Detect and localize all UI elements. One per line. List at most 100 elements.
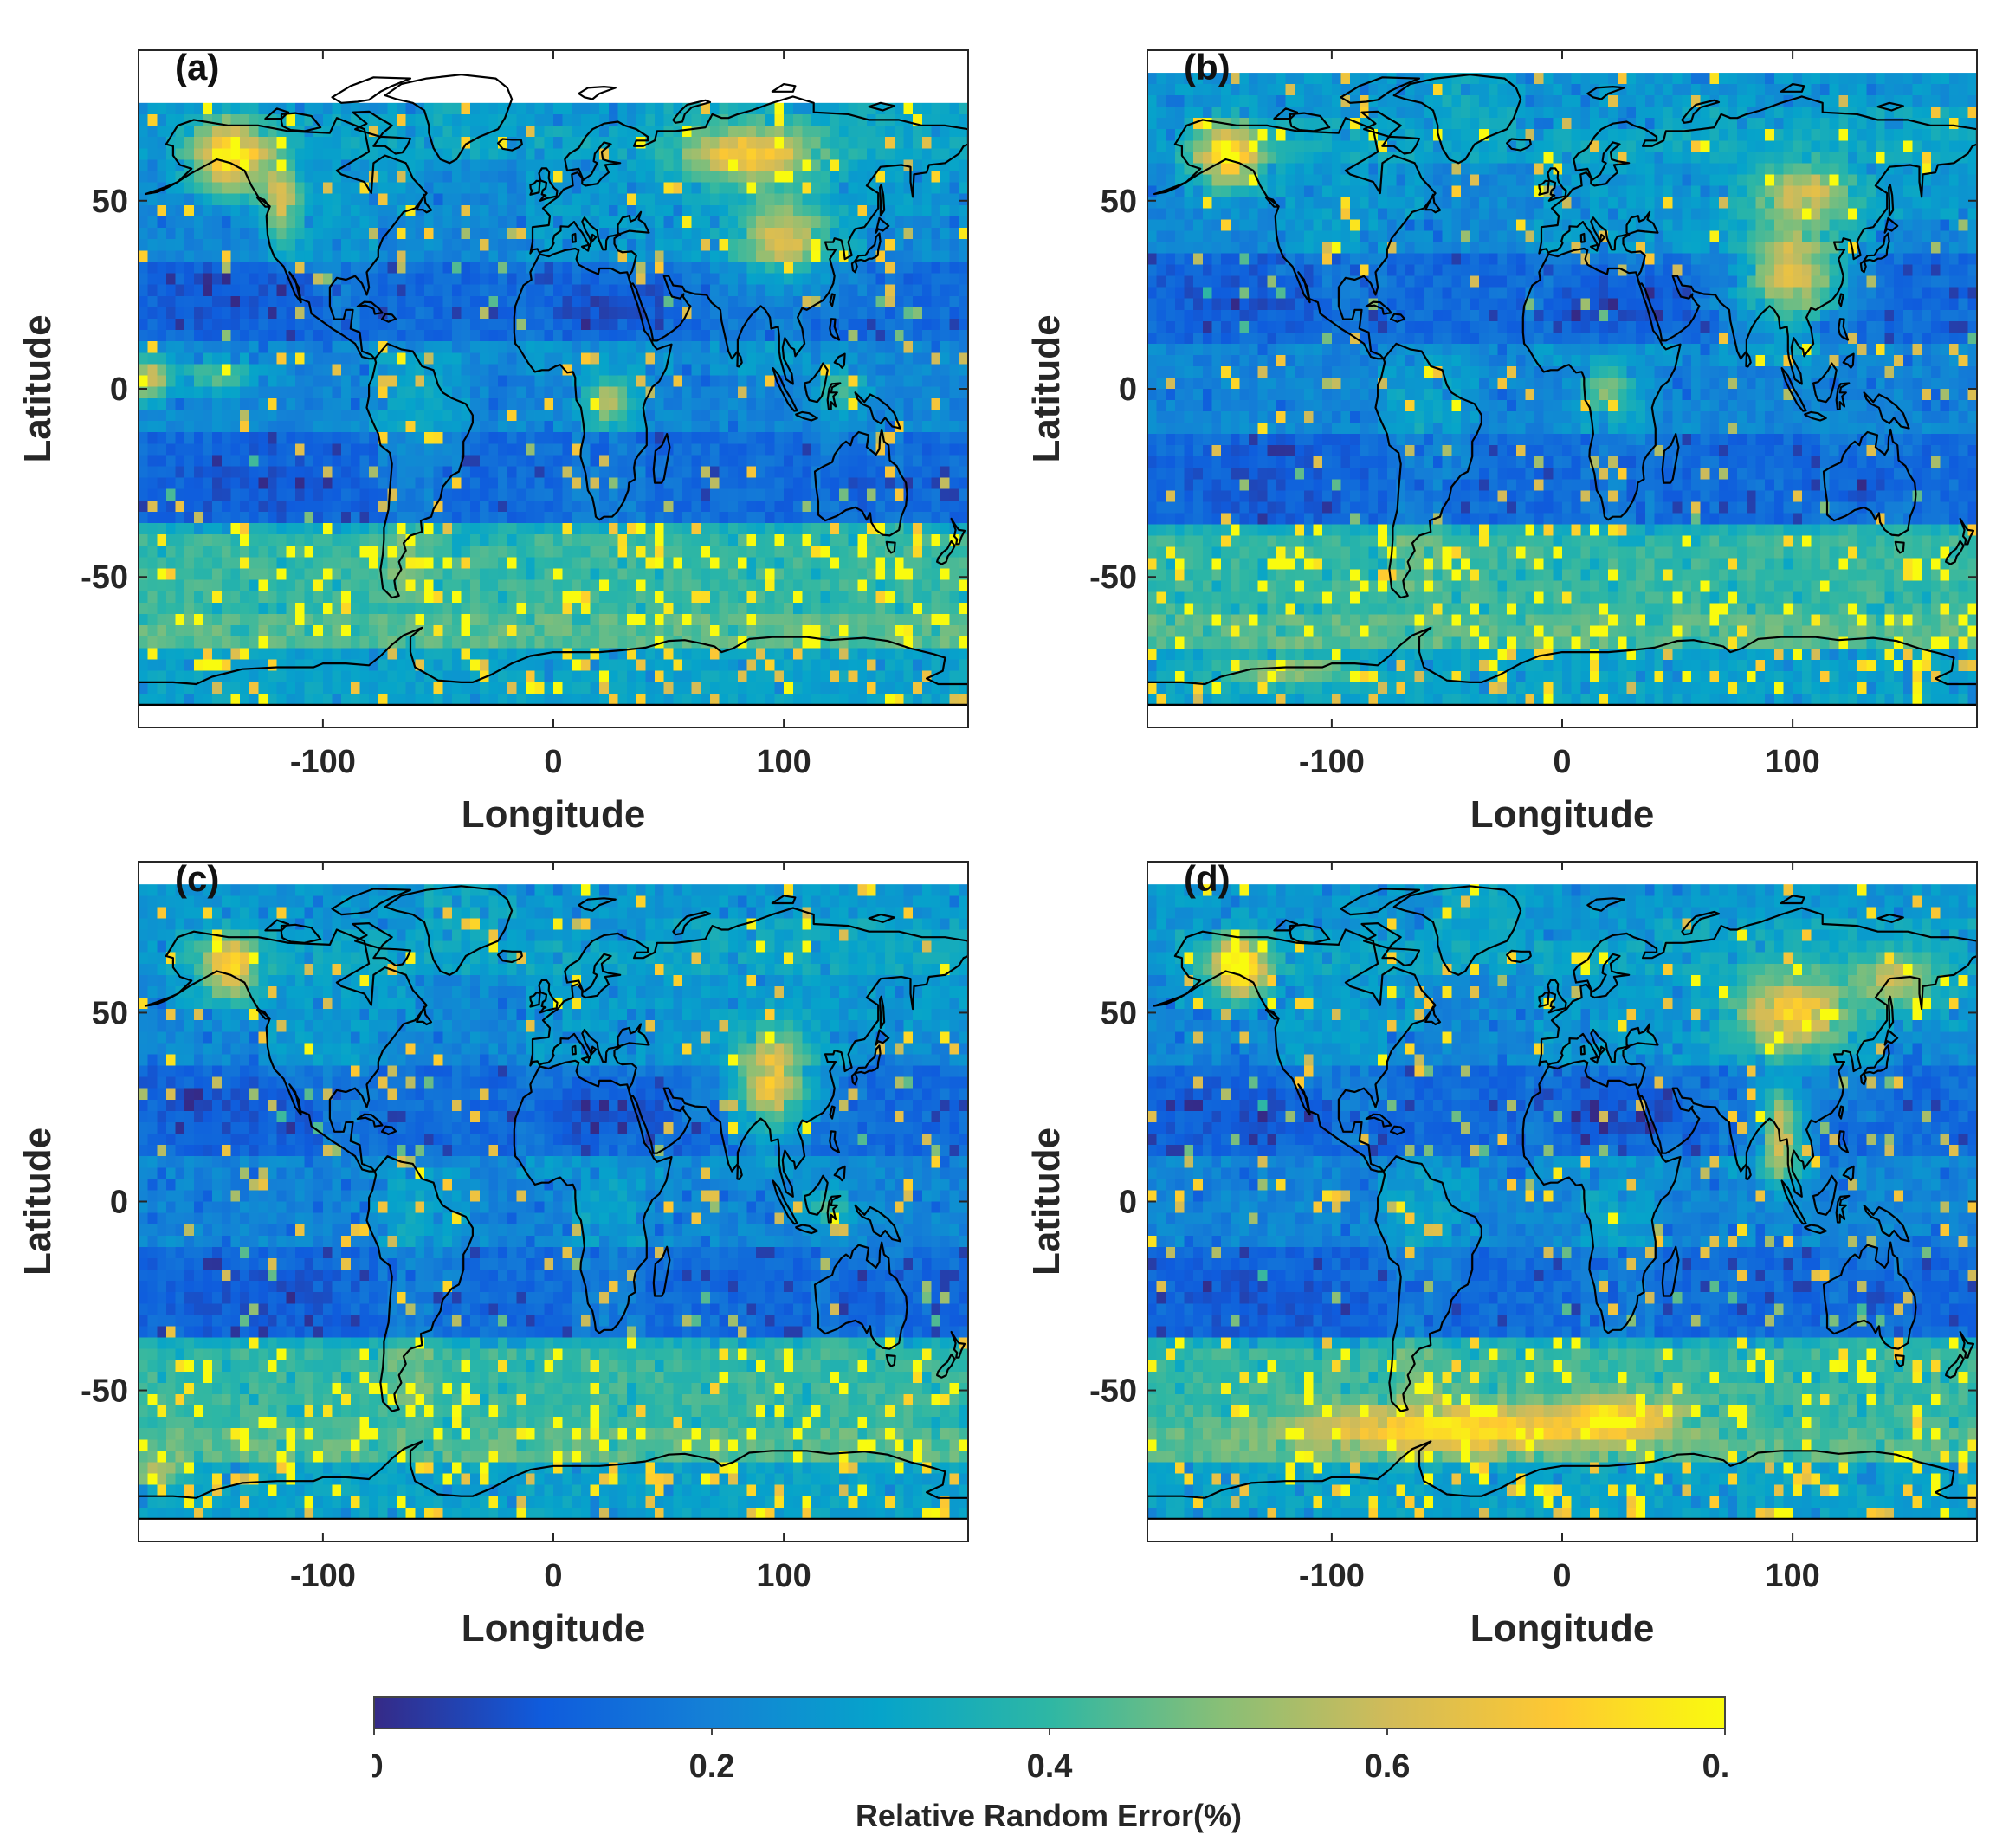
coastline bbox=[950, 1330, 966, 1359]
x-tick-label: 100 bbox=[1765, 744, 1819, 780]
coastline bbox=[1822, 428, 1917, 537]
coastline bbox=[1365, 1113, 1392, 1128]
coastline bbox=[850, 260, 858, 274]
coastline bbox=[1780, 367, 1807, 412]
colorbar-strip bbox=[373, 1696, 1726, 1729]
coastline bbox=[1894, 540, 1905, 554]
coastline bbox=[365, 1155, 474, 1412]
y-tick-label: 0 bbox=[1119, 372, 1137, 408]
error-heatmap bbox=[139, 102, 968, 705]
coastline bbox=[1586, 897, 1625, 912]
coastline bbox=[850, 1072, 858, 1086]
coastline bbox=[1153, 181, 1188, 196]
coastlines bbox=[139, 74, 968, 706]
y-tick-label: -50 bbox=[81, 1373, 128, 1410]
coastline bbox=[826, 1194, 842, 1224]
colorbar-svg: 0 0.2 0.4 0.6 0.8 Relative Random Error(%) bbox=[365, 1696, 1747, 1833]
y-tick-label: 50 bbox=[92, 184, 128, 220]
y-tick-label: -50 bbox=[1089, 1373, 1137, 1410]
coastline bbox=[936, 1354, 956, 1379]
coastline bbox=[868, 101, 895, 112]
coastline bbox=[879, 995, 886, 1029]
y-tick-label: -50 bbox=[81, 559, 128, 596]
coastline bbox=[652, 1245, 671, 1297]
coastline bbox=[144, 992, 179, 1007]
coastline bbox=[885, 1354, 896, 1367]
coastline bbox=[672, 910, 712, 936]
coastline bbox=[813, 1241, 908, 1350]
coastline bbox=[1838, 293, 1844, 307]
coastline bbox=[826, 382, 842, 410]
coastline bbox=[1521, 95, 1977, 521]
coastline bbox=[1804, 1224, 1827, 1235]
coastline bbox=[1859, 260, 1867, 274]
coastline bbox=[1360, 110, 1421, 155]
coastline bbox=[1780, 1179, 1807, 1225]
coastline bbox=[139, 1440, 968, 1520]
x-tick-label: 0 bbox=[544, 744, 562, 780]
x-tick-label: 100 bbox=[1765, 1558, 1819, 1594]
coastline bbox=[1360, 922, 1421, 966]
coastline bbox=[538, 979, 559, 1014]
colorbar-label: Relative Random Error(%) bbox=[856, 1798, 1242, 1833]
coastline bbox=[416, 1005, 433, 1026]
coastline bbox=[529, 992, 541, 1008]
coastline bbox=[1147, 1440, 1977, 1520]
map-d: -100 0 100 50 0 -50 Longitude Latitude (d) bbox=[1025, 858, 1978, 1650]
coastline bbox=[1424, 193, 1442, 214]
coastline bbox=[1374, 1155, 1482, 1412]
coastline bbox=[672, 99, 712, 124]
coastline bbox=[580, 1056, 591, 1064]
coastline bbox=[795, 410, 818, 422]
coastline bbox=[1842, 1165, 1855, 1182]
coastline bbox=[1838, 318, 1850, 341]
coastline bbox=[885, 540, 896, 554]
coastline bbox=[1506, 138, 1532, 152]
x-tick-label: -100 bbox=[1299, 1558, 1365, 1594]
coastline bbox=[380, 1125, 397, 1135]
panel-b: -100 0 100 50 0 -50 Longitude Latitude (b) bbox=[1009, 0, 1996, 836]
coastline bbox=[1586, 86, 1625, 100]
y-tick-label: 0 bbox=[1119, 1185, 1137, 1221]
x-tick-label: -100 bbox=[1299, 744, 1365, 780]
coastline bbox=[331, 888, 412, 916]
coastline bbox=[1835, 1194, 1851, 1224]
coastline bbox=[771, 895, 797, 905]
coastline bbox=[529, 179, 541, 196]
coastline bbox=[1838, 1130, 1850, 1153]
coastline bbox=[264, 107, 290, 120]
coastline bbox=[1842, 352, 1855, 369]
coastline bbox=[513, 95, 968, 521]
coastline bbox=[165, 117, 428, 360]
coastline bbox=[652, 433, 671, 484]
coastline bbox=[1264, 197, 1279, 208]
panel-label: (a) bbox=[175, 47, 219, 87]
coastline bbox=[1273, 919, 1299, 932]
coastline bbox=[1547, 979, 1567, 1014]
coastline bbox=[1822, 1241, 1917, 1350]
error-heatmap bbox=[1147, 884, 1977, 1519]
coastline bbox=[1835, 382, 1851, 410]
coastline bbox=[736, 1164, 743, 1180]
coastline bbox=[356, 300, 384, 315]
coastline bbox=[538, 167, 559, 202]
coastline bbox=[1888, 995, 1895, 1029]
coastline bbox=[829, 318, 841, 341]
y-tick-label: 50 bbox=[1101, 995, 1137, 1031]
coastline bbox=[513, 907, 968, 1334]
x-tick-label: -100 bbox=[290, 744, 356, 780]
coastlines bbox=[1147, 885, 1977, 1520]
coastline bbox=[1804, 410, 1827, 422]
x-axis-label: Longitude bbox=[1470, 1607, 1655, 1650]
colorbar-tick-label: 0.4 bbox=[1027, 1748, 1073, 1785]
coastline bbox=[1838, 1105, 1844, 1120]
coastline bbox=[936, 540, 956, 565]
colorbar-ticks: 0 0.2 0.4 0.6 0.8 bbox=[365, 1728, 1747, 1785]
coastline bbox=[264, 919, 290, 932]
coastline bbox=[571, 1044, 577, 1056]
coastline bbox=[578, 897, 617, 912]
x-tick-label: -100 bbox=[290, 1558, 356, 1594]
coastline bbox=[736, 352, 743, 368]
coastline bbox=[829, 293, 836, 307]
coastline bbox=[1547, 167, 1567, 202]
